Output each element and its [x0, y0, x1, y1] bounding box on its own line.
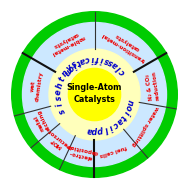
Text: s: s — [103, 56, 110, 66]
Circle shape — [22, 22, 167, 167]
Text: a: a — [110, 60, 120, 70]
Text: s: s — [57, 107, 67, 115]
Text: t: t — [57, 75, 67, 83]
Text: l: l — [115, 64, 123, 72]
Text: c: c — [117, 67, 127, 76]
Text: metal
etching: metal etching — [32, 108, 52, 134]
Text: t: t — [74, 57, 82, 67]
Text: o: o — [123, 103, 133, 112]
Text: Single-Atom: Single-Atom — [67, 83, 122, 92]
Circle shape — [68, 68, 121, 121]
Text: Catalysts: Catalysts — [74, 95, 115, 104]
Text: i: i — [90, 54, 94, 63]
Text: n: n — [125, 99, 135, 106]
Text: n: n — [60, 68, 71, 78]
Text: s: s — [70, 59, 79, 69]
Text: c: c — [84, 54, 91, 64]
Text: y: y — [65, 63, 75, 74]
Text: s: s — [107, 57, 115, 67]
Text: electro-
deposition: electro- deposition — [64, 143, 98, 161]
Text: s: s — [54, 95, 64, 101]
Text: i: i — [107, 122, 114, 131]
Text: f: f — [95, 54, 99, 63]
Text: a: a — [114, 115, 124, 126]
Circle shape — [49, 49, 140, 140]
Text: i: i — [70, 60, 78, 69]
Text: i: i — [99, 55, 104, 64]
Text: wet
chemistry: wet chemistry — [29, 70, 44, 102]
Text: water splitting: water splitting — [130, 105, 159, 147]
Text: p: p — [92, 126, 98, 135]
Text: N₂ & CO₂
reduction: N₂ & CO₂ reduction — [146, 71, 160, 102]
Text: MOF
precursor: MOF precursor — [43, 127, 73, 154]
Text: n: n — [62, 66, 72, 77]
Circle shape — [12, 12, 177, 177]
Text: e: e — [54, 89, 63, 95]
Text: c: c — [111, 119, 120, 129]
Text: i: i — [121, 109, 130, 116]
Text: noble-metal
catalysts: noble-metal catalysts — [48, 29, 86, 56]
Text: fuel cells: fuel cells — [98, 144, 127, 157]
Text: p: p — [97, 125, 104, 135]
Text: a: a — [79, 55, 87, 66]
Text: t: t — [118, 112, 128, 121]
Text: l: l — [103, 124, 108, 133]
Text: i: i — [55, 102, 65, 107]
Text: transition-metal
catalysts: transition-metal catalysts — [101, 26, 150, 63]
Text: a: a — [87, 125, 93, 135]
Text: o: o — [65, 63, 75, 73]
Text: h: h — [55, 81, 65, 89]
